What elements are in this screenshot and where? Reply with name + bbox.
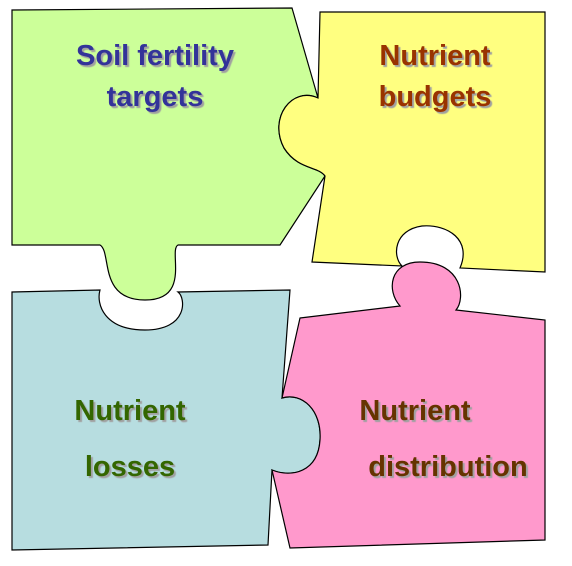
piece-label: distribution: [368, 451, 527, 483]
piece-label: Nutrient: [379, 40, 491, 72]
puzzle-diagram: Soil fertility targets Nutrient budgets …: [0, 0, 572, 566]
piece-label: Nutrient: [74, 395, 186, 427]
piece-label: Soil fertility: [76, 40, 234, 72]
piece-label: targets: [107, 81, 204, 113]
piece-label: losses: [85, 451, 175, 483]
piece-label: Nutrient: [359, 395, 471, 427]
piece-label: budgets: [379, 81, 492, 113]
page: {"pieces": [ {"label": ["Soil fertility"…: [0, 0, 572, 566]
